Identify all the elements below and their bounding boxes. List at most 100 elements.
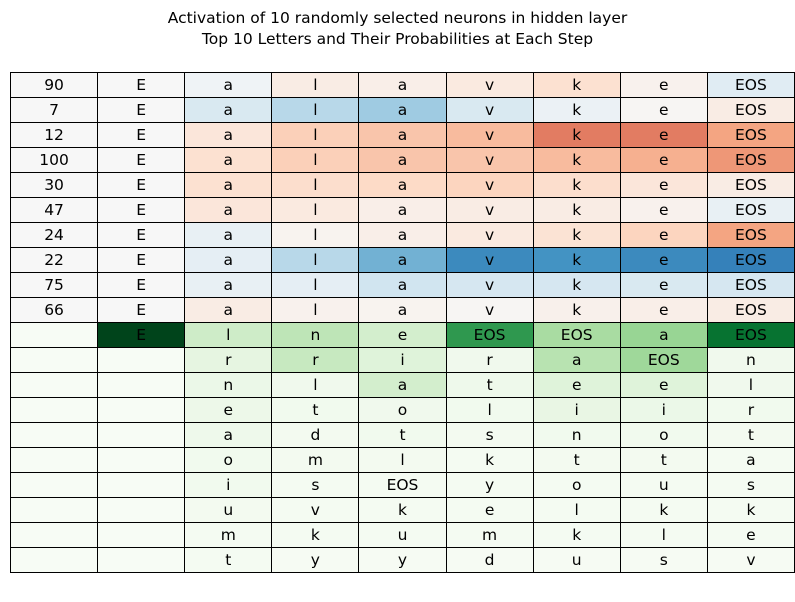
activation-cell: a [184,172,273,198]
probability-cell: e [706,522,795,548]
activation-cell: a [358,122,447,148]
probability-cell: l [706,372,795,398]
label-cell [9,522,99,548]
label-cell [9,547,99,573]
activation-cell: k [532,247,621,273]
probability-cell: i [619,397,708,423]
neuron-id-cell: 22 [9,247,99,273]
probability-cell: t [184,547,273,573]
activation-cell: a [184,122,273,148]
probability-cell: e [532,372,621,398]
activation-cell: k [532,222,621,248]
probability-cell: n [184,372,273,398]
activation-cell: v [445,247,534,273]
activation-cell: k [532,147,621,173]
probability-cell: u [532,547,621,573]
activation-cell: e [619,272,708,298]
probability-cell: r [445,347,534,373]
probability-cell: k [706,497,795,523]
probability-cell: l [619,522,708,548]
chart-title-block: Activation of 10 randomly selected neuro… [0,8,795,50]
activation-cell: k [532,122,621,148]
probability-cell: v [271,497,360,523]
activation-cell: EOS [706,222,795,248]
activation-cell: v [445,72,534,98]
probability-cell: a [706,447,795,473]
activation-cell: a [358,172,447,198]
activation-cell: v [445,297,534,323]
neuron-id-cell: 12 [9,122,99,148]
activation-cell: l [271,147,360,173]
probability-cell: i [358,347,447,373]
probability-cell: n [532,422,621,448]
activation-cell: EOS [706,147,795,173]
activation-cell: a [358,147,447,173]
activation-cell: l [271,197,360,223]
activation-cell: v [445,197,534,223]
probability-cell: e [184,397,273,423]
probability-cell: EOS [532,322,621,348]
activation-cell: a [184,222,273,248]
activation-cell: v [445,147,534,173]
start-token-cell: E [97,297,186,323]
start-token-cell: E [97,197,186,223]
neuron-id-cell: 75 [9,272,99,298]
activation-cell: a [358,97,447,123]
probability-cell [97,472,186,498]
probability-cell: u [184,497,273,523]
label-cell [9,447,99,473]
activation-cell: k [532,97,621,123]
probability-cell: k [358,497,447,523]
neuron-id-cell: 7 [9,97,99,123]
probability-cell: t [271,397,360,423]
activation-cell: k [532,197,621,223]
probability-cell: E [97,322,186,348]
activation-cell: EOS [706,272,795,298]
activation-cell: EOS [706,172,795,198]
probability-cell [97,372,186,398]
label-cell [9,472,99,498]
neuron-id-cell: 90 [9,72,99,98]
probability-cell: k [445,447,534,473]
probability-cell: i [532,397,621,423]
activation-cell: v [445,222,534,248]
probability-cell: m [445,522,534,548]
activation-cell: e [619,172,708,198]
label-cell [9,347,99,373]
probability-cell: u [358,522,447,548]
probability-cell: e [445,497,534,523]
probability-cell: o [532,472,621,498]
probability-cell: l [445,397,534,423]
chart-title: Activation of 10 randomly selected neuro… [167,9,628,27]
activation-cell: v [445,122,534,148]
activation-cell: l [271,72,360,98]
probability-cell: l [358,447,447,473]
probability-cell: r [706,397,795,423]
activation-cell: e [619,122,708,148]
probability-cell: o [619,422,708,448]
probability-cell: t [706,422,795,448]
probability-cell: a [358,372,447,398]
activation-cell: e [619,97,708,123]
probability-cell [97,547,186,573]
activation-cell: a [358,222,447,248]
activation-cell: l [271,297,360,323]
neuron-id-cell: 30 [9,172,99,198]
neuron-id-cell: 100 [9,147,99,173]
probability-cell: y [271,547,360,573]
probability-cell: y [445,472,534,498]
probability-cell: t [358,422,447,448]
activation-cell: a [358,297,447,323]
probability-cell: l [532,497,621,523]
probability-cell: a [619,322,708,348]
